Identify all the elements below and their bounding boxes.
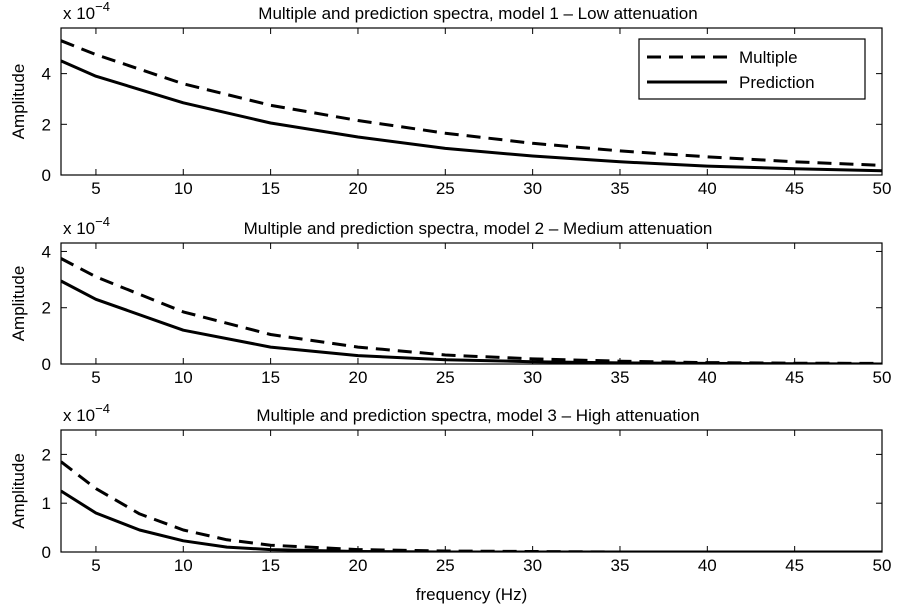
x-tick-label: 20 — [348, 368, 367, 387]
panel-3: 5 10 15 20 25 30 35 40 45 50 0 1 2 x 10−4 Multiple and… — [9, 401, 891, 604]
y-tick-label: 0 — [42, 166, 51, 185]
x-tick-label: 15 — [261, 179, 280, 198]
exponent-label: x 10−4 — [63, 0, 110, 23]
y-axis-label: Amplitude — [9, 266, 28, 342]
series-line-prediction — [61, 279, 882, 364]
x-tick-label: 35 — [611, 368, 630, 387]
y-tick-label: 4 — [42, 65, 51, 84]
x-tick-label: 25 — [436, 368, 455, 387]
x-axis-label: frequency (Hz) — [416, 585, 527, 604]
x-tick-label: 10 — [174, 179, 193, 198]
x-tick-label: 45 — [785, 368, 804, 387]
exponent-label: x 10−4 — [63, 214, 110, 238]
y-tick-label: 4 — [42, 242, 51, 261]
axes-box — [60, 27, 883, 176]
x-tick-label: 30 — [523, 368, 542, 387]
exponent-base: x 10 — [63, 4, 95, 23]
y-tick-label: 1 — [42, 494, 51, 513]
x-tick-label: 35 — [611, 556, 630, 575]
x-tick-label: 20 — [348, 179, 367, 198]
series-line-multiple — [61, 257, 882, 364]
y-tick-label: 0 — [42, 355, 51, 374]
x-tick-label: 20 — [348, 556, 367, 575]
y-axis-label: Amplitude — [9, 64, 28, 140]
x-tick-label: 5 — [91, 179, 100, 198]
legend-label: Prediction — [739, 73, 815, 92]
x-tick-label: 40 — [698, 368, 717, 387]
x-tick-label: 40 — [698, 179, 717, 198]
panel-1: 5 10 15 20 25 30 35 40 45 50 0 2 4 x 10−4 Multiple and… — [9, 0, 891, 198]
exponent-power: −4 — [95, 0, 110, 14]
y-tick-label: 0 — [42, 543, 51, 562]
x-tick-label: 40 — [698, 556, 717, 575]
y-tick-label: 2 — [42, 115, 51, 134]
series-line-multiple — [61, 39, 882, 167]
x-tick-label: 45 — [785, 179, 804, 198]
exponent-power: −4 — [95, 401, 110, 416]
axes-box — [60, 242, 883, 365]
x-tick-label: 35 — [611, 179, 630, 198]
x-tick-label: 50 — [873, 556, 892, 575]
y-axis-label: Amplitude — [9, 453, 28, 529]
series-line-prediction — [61, 489, 882, 552]
x-tick-label: 50 — [873, 179, 892, 198]
x-tick-label: 5 — [91, 556, 100, 575]
x-tick-label: 15 — [261, 556, 280, 575]
exponent-label: x 10−4 — [63, 401, 110, 425]
legend: Multiple Prediction — [638, 38, 866, 100]
x-tick-label: 25 — [436, 556, 455, 575]
x-tick-label: 50 — [873, 368, 892, 387]
x-tick-label: 10 — [174, 368, 193, 387]
x-tick-label: 15 — [261, 368, 280, 387]
x-tick-label: 30 — [523, 179, 542, 198]
x-tick-label: 30 — [523, 556, 542, 575]
exponent-base: x 10 — [63, 406, 95, 425]
legend-box — [638, 38, 866, 100]
panel-2: 5 10 15 20 25 30 35 40 45 50 0 2 4 x 10−4 Multiple and… — [9, 214, 891, 387]
exponent-power: −4 — [95, 214, 110, 229]
y-tick-label: 2 — [42, 299, 51, 318]
x-tick-label: 25 — [436, 179, 455, 198]
chart-title: Multiple and prediction spectra, model 2… — [244, 219, 713, 238]
axes-box — [60, 429, 883, 553]
x-tick-label: 5 — [91, 368, 100, 387]
y-tick-label: 2 — [42, 445, 51, 464]
chart-title: Multiple and prediction spectra, model 3… — [256, 406, 699, 425]
exponent-base: x 10 — [63, 219, 95, 238]
legend-label: Multiple — [739, 48, 798, 67]
chart-title: Multiple and prediction spectra, model 1… — [258, 4, 697, 23]
series-line-multiple — [61, 460, 882, 552]
x-tick-label: 45 — [785, 556, 804, 575]
series-line-prediction — [61, 59, 882, 173]
x-tick-label: 10 — [174, 556, 193, 575]
